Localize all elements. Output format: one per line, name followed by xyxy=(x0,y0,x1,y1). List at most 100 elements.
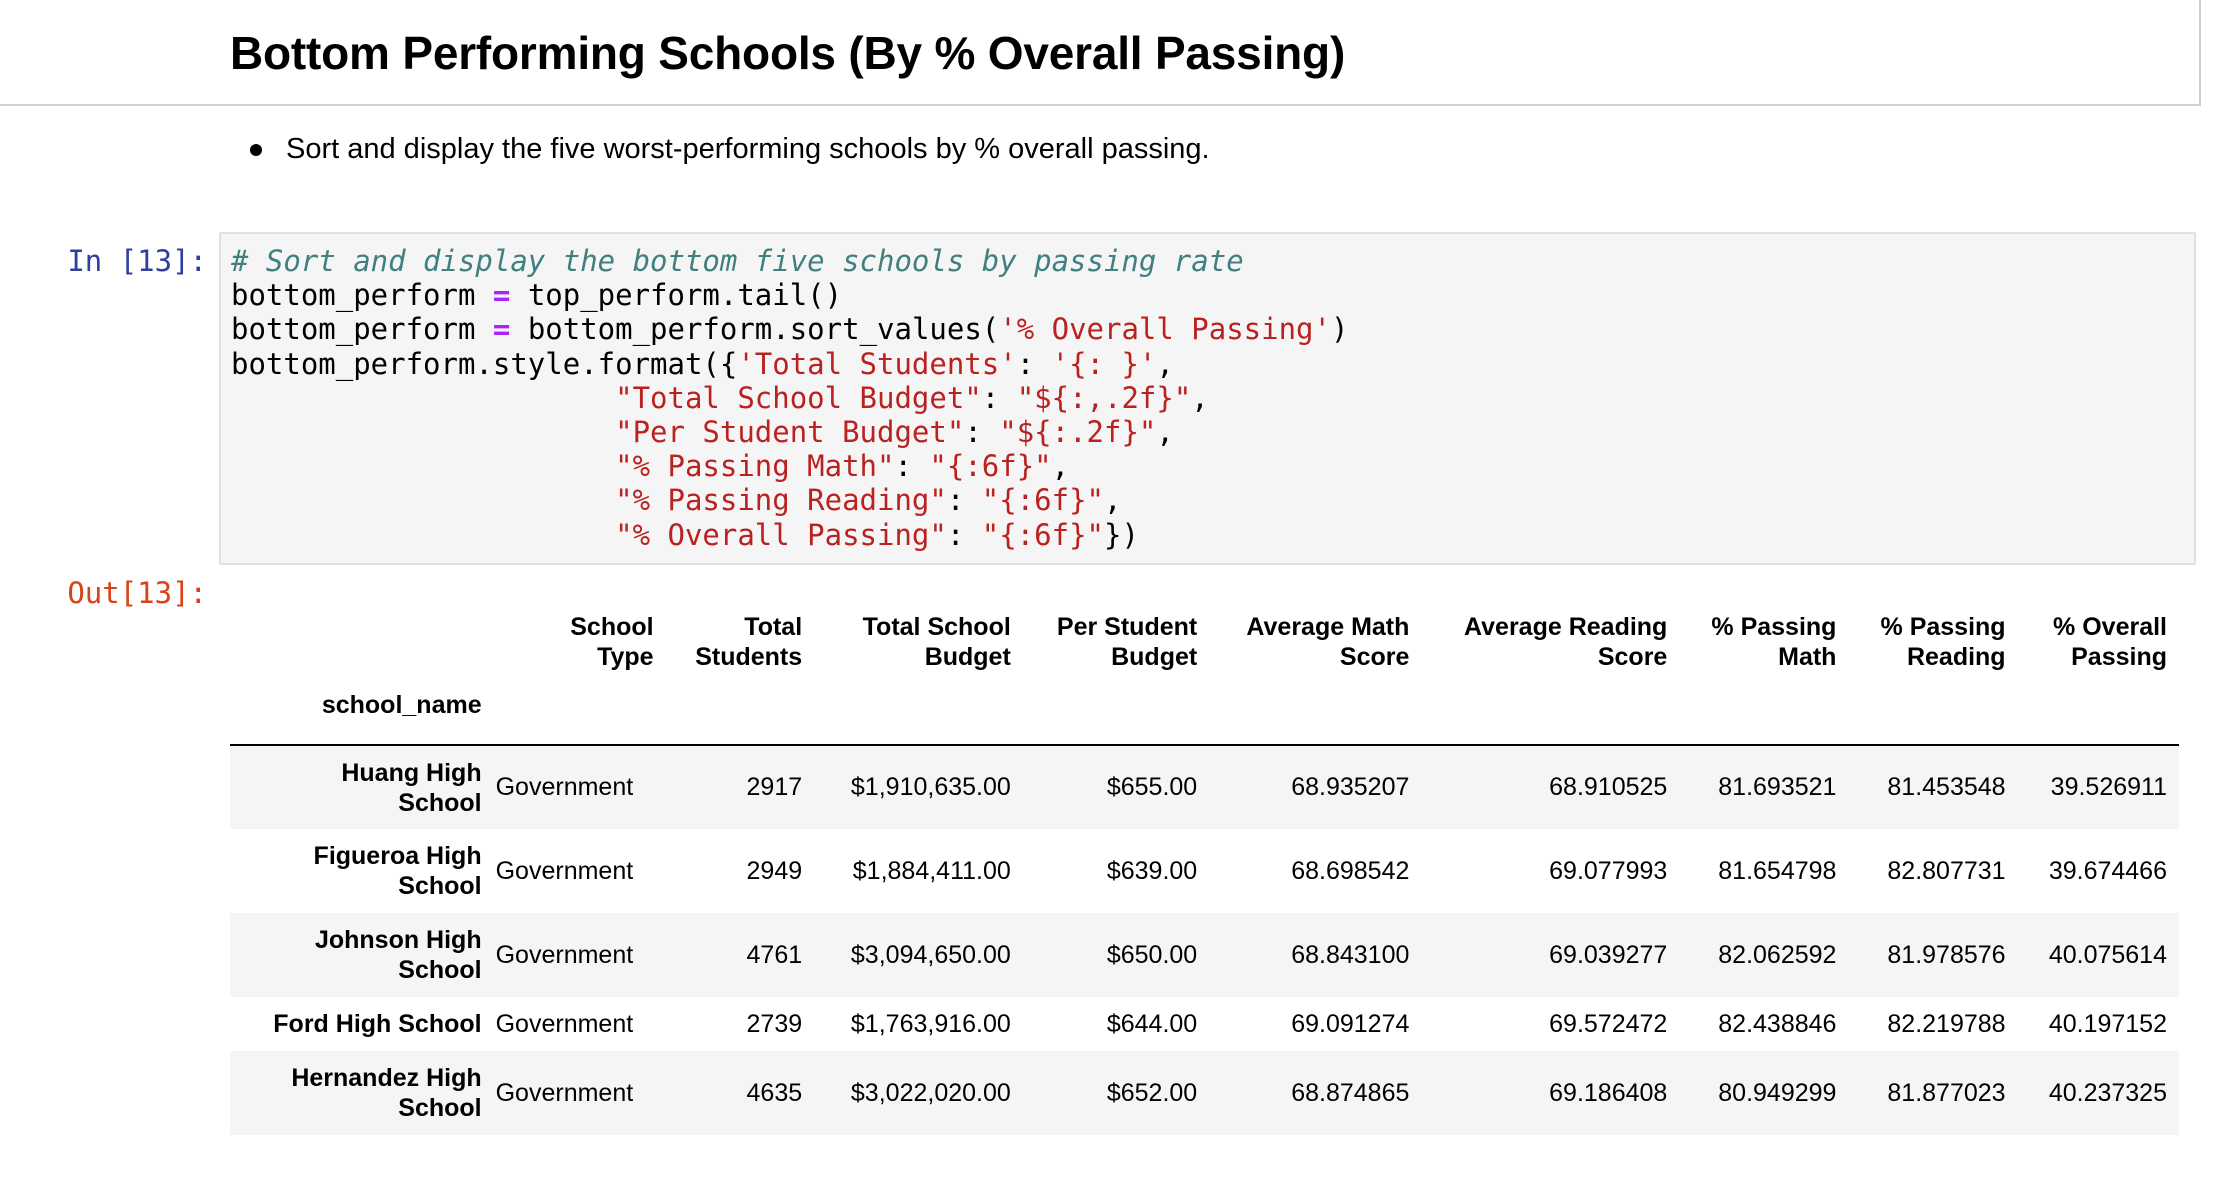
cell-school-type: Government xyxy=(495,1078,634,1107)
cell-per-student-budget: $652.00 xyxy=(1106,1078,1198,1107)
row-index-label: Hernandez High School xyxy=(291,1064,482,1122)
column-header: Average Math Score xyxy=(1246,613,1410,671)
cell-pass-math: 81.693521 xyxy=(1718,773,1837,801)
code-indent xyxy=(231,381,615,415)
code-token: top_perform.tail() xyxy=(510,278,843,313)
index-name-row: school_name xyxy=(230,690,2179,745)
code-indent xyxy=(231,449,615,483)
cell-total-budget: $1,763,916.00 xyxy=(850,1009,1011,1038)
code-indent xyxy=(231,483,615,517)
code-string: "${:.2f}" xyxy=(999,415,1157,450)
code-indent xyxy=(231,415,615,449)
cell-overall-passing: 40.197152 xyxy=(2048,1009,2167,1038)
markdown-heading-cell[interactable]: Bottom Performing Schools (By % Overall … xyxy=(0,0,2201,106)
code-token: bottom_perform.style.format({ xyxy=(231,346,738,381)
code-token: : xyxy=(894,449,930,484)
code-operator: = xyxy=(492,312,511,347)
cell-avg-reading: 69.186408 xyxy=(1549,1078,1668,1107)
cell-total-budget: $1,884,411.00 xyxy=(852,856,1011,885)
row-index-label: Johnson High School xyxy=(314,926,482,984)
cell-avg-reading: 68.910525 xyxy=(1549,773,1668,801)
code-token: , xyxy=(1051,449,1070,484)
code-string: "% Overall Passing" xyxy=(615,517,947,552)
code-token: : xyxy=(1016,346,1052,381)
table-row: Huang High School Government 2917 $1,910,… xyxy=(230,745,2179,829)
cell-per-student-budget: $650.00 xyxy=(1106,940,1198,969)
table-row: Johnson High School Government 4761 $3,09… xyxy=(230,913,2179,997)
cell-avg-math: 68.698542 xyxy=(1291,856,1410,885)
cell-pass-math: 80.949299 xyxy=(1718,1078,1837,1107)
bullet-icon xyxy=(250,143,262,156)
output-prompt: Out[13]: xyxy=(67,576,207,610)
column-header: % Passing Reading xyxy=(1880,613,2006,671)
code-cell-editor[interactable]: # Sort and display the bottom five schoo… xyxy=(219,232,2196,565)
cell-pass-reading: 81.978576 xyxy=(1887,940,2006,969)
code-string: '% Overall Passing' xyxy=(999,312,1331,347)
cell-school-type: Government xyxy=(495,773,634,801)
code-string: "${:,.2f}" xyxy=(1016,380,1192,415)
table-header-row: School Type Total Students Total School Bud… xyxy=(230,600,2179,690)
cell-pass-math: 81.654798 xyxy=(1718,856,1837,885)
column-header: % Passing Math xyxy=(1711,613,1837,671)
code-string: "{:6f}" xyxy=(981,483,1104,518)
cell-total-students: 2739 xyxy=(746,1009,803,1038)
cell-pass-math: 82.438846 xyxy=(1718,1009,1837,1038)
cell-total-students: 4635 xyxy=(746,1078,803,1107)
table-row: Figueroa High School Government 2949 $1,8… xyxy=(230,829,2179,913)
cell-total-budget: $3,022,020.00 xyxy=(850,1078,1011,1107)
code-token: bottom_perform xyxy=(231,278,493,313)
code-token: : xyxy=(964,415,1000,450)
cell-total-students: 2917 xyxy=(746,773,803,801)
cell-avg-math: 68.935207 xyxy=(1291,773,1410,801)
code-text[interactable]: # Sort and display the bottom five schoo… xyxy=(231,244,1348,552)
cell-school-type: Government xyxy=(495,856,634,885)
column-header: Average Reading Score xyxy=(1464,613,1668,671)
cell-pass-reading: 82.219788 xyxy=(1887,1009,2006,1038)
cell-avg-math: 68.843100 xyxy=(1291,940,1410,969)
code-string: "% Passing Math" xyxy=(615,449,895,484)
code-string: 'Total Students' xyxy=(737,346,1017,381)
cell-school-type: Government xyxy=(495,1009,634,1038)
cell-avg-math: 69.091274 xyxy=(1291,1009,1410,1038)
code-token: : xyxy=(946,483,982,518)
cell-pass-reading: 81.453548 xyxy=(1887,773,2006,801)
code-token: }) xyxy=(1103,517,1139,552)
code-token: , xyxy=(1103,483,1122,518)
cell-overall-passing: 40.075614 xyxy=(2048,940,2167,969)
code-operator: = xyxy=(492,278,511,313)
dataframe-output-table: School Type Total Students Total School Bud… xyxy=(230,600,2179,1135)
code-token: , xyxy=(1191,380,1209,415)
cell-per-student-budget: $644.00 xyxy=(1106,1009,1198,1038)
cell-pass-math: 82.062592 xyxy=(1718,940,1837,969)
section-heading: Bottom Performing Schools (By % Overall … xyxy=(230,27,1346,79)
cell-avg-reading: 69.077993 xyxy=(1549,856,1668,885)
column-header: School Type xyxy=(570,613,654,671)
instruction-text: Sort and display the five worst-performi… xyxy=(286,133,1210,165)
code-string: "Per Student Budget" xyxy=(615,415,965,450)
cell-pass-reading: 82.807731 xyxy=(1887,856,2006,885)
code-string: "Total School Budget" xyxy=(615,380,982,415)
cell-per-student-budget: $639.00 xyxy=(1106,856,1198,885)
cell-pass-reading: 81.877023 xyxy=(1887,1078,2006,1107)
code-comment: # Sort and display the bottom five schoo… xyxy=(231,244,1244,278)
cell-total-students: 4761 xyxy=(746,940,803,969)
code-token: ) xyxy=(1330,312,1349,347)
code-string: '{: }' xyxy=(1051,346,1157,381)
code-string: "% Passing Reading" xyxy=(615,483,947,518)
row-index-label: Figueroa High School xyxy=(313,842,482,900)
cell-overall-passing: 39.674466 xyxy=(2048,856,2167,885)
code-token: bottom_perform xyxy=(231,312,493,347)
instruction-list-item: Sort and display the five worst-performi… xyxy=(250,133,1210,166)
cell-total-budget: $3,094,650.00 xyxy=(850,940,1011,969)
column-header: Total School Budget xyxy=(862,613,1011,671)
column-header: Per Student Budget xyxy=(1056,613,1198,671)
cell-school-type: Government xyxy=(495,940,634,969)
code-token: : xyxy=(946,517,982,552)
index-header-blank xyxy=(230,600,494,690)
code-token: : xyxy=(981,380,1017,415)
code-token: , xyxy=(1156,346,1174,381)
cell-overall-passing: 40.237325 xyxy=(2048,1078,2167,1107)
cell-avg-math: 68.874865 xyxy=(1291,1078,1410,1107)
row-index-label: Ford High School xyxy=(273,1010,482,1038)
cell-total-budget: $1,910,635.00 xyxy=(850,773,1011,801)
